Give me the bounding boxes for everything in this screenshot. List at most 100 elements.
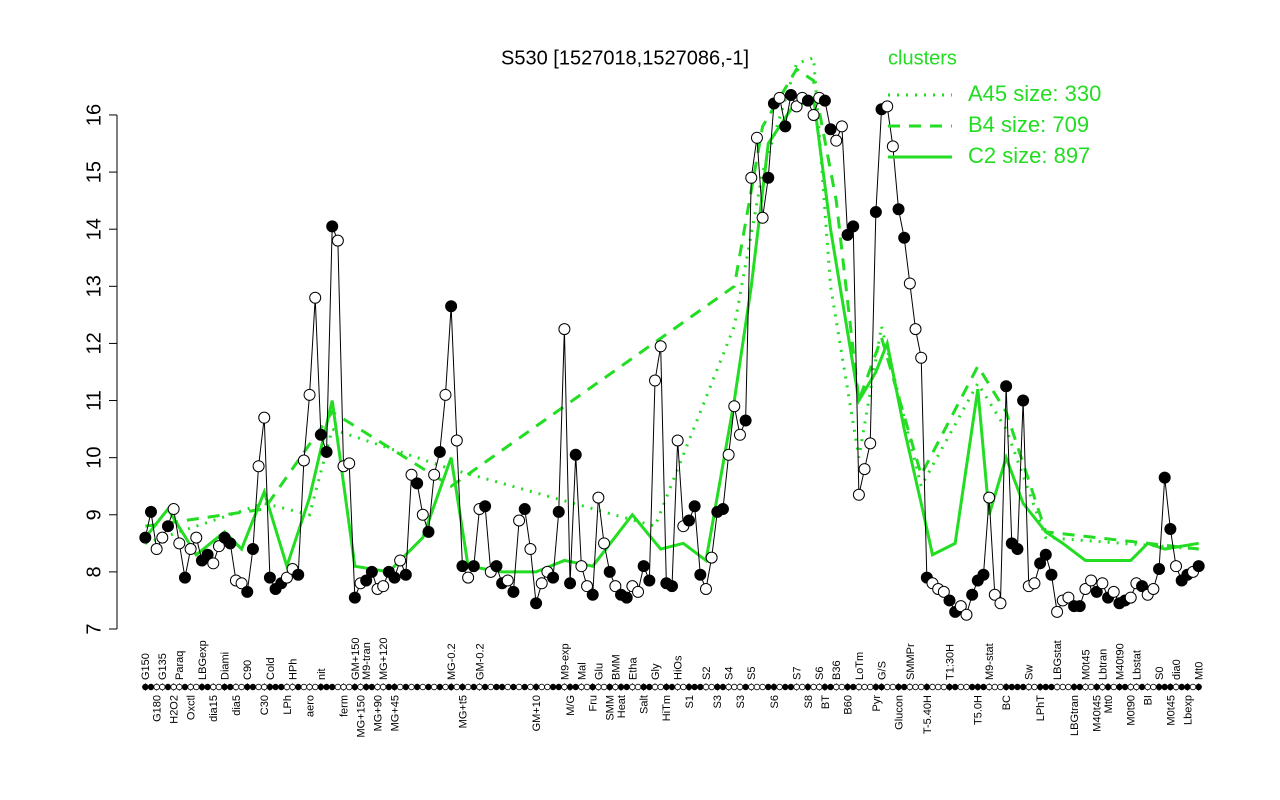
x-rug-marker [1172,683,1180,691]
x-rug-marker [617,683,625,691]
point [513,514,526,527]
point [1073,600,1086,613]
x-rug-marker [470,683,477,691]
x-rug-marker [917,683,925,691]
x-rug-marker [753,683,761,691]
point [399,568,412,581]
x-rug-marker [833,683,840,691]
x-rug-marker [1178,683,1185,691]
x-tick-label: BMM [610,654,622,680]
point [331,234,344,247]
x-rug-marker [181,683,189,691]
point [1000,380,1013,393]
x-rug-marker [159,683,166,691]
x-rug-marker [884,683,891,691]
x-tick-label: M9-exp [559,643,571,680]
x-rug-marker [900,683,908,691]
x-rug-marker [204,683,211,691]
point [1062,591,1075,604]
point [1164,523,1177,536]
point [156,531,169,544]
x-tick-label: LBGtran [1069,695,1081,736]
point [1017,394,1030,407]
x-tick-label: LoTm [854,652,866,680]
x-rug-marker [1155,683,1163,691]
point [422,525,435,538]
point [212,540,225,553]
point [558,323,571,336]
x-tick-label: M0t45 [1080,649,1092,680]
x-rug-marker [1121,683,1129,691]
x-tick-label: LBGstat [1052,640,1064,680]
x-rug-marker [379,683,387,691]
x-rug-marker [527,683,534,691]
x-tick-label: M40t45 [1092,695,1104,732]
point [603,565,616,578]
x-rug-marker [623,683,630,691]
y-tick-label: 14 [83,218,105,240]
point [688,500,701,513]
x-tick-label: S0 [1154,667,1166,680]
x-rug-marker [521,683,528,691]
x-rug-marker [793,683,800,691]
x-tick-label: MG+150 [355,695,367,738]
x-rug-marker [396,683,404,691]
x-rug-marker [1082,683,1089,691]
x-rug-marker [329,683,336,691]
x-rug-marker [170,683,177,691]
x-rug-marker [272,683,279,691]
x-rug-marker [323,683,330,691]
x-rug-marker [295,683,302,691]
x-rug-marker [221,683,228,691]
x-tick-label: S4 [724,667,736,680]
x-tick-label: nit [316,668,328,680]
x-rug-marker [459,683,466,691]
point [326,220,339,233]
x-rug-marker [283,683,291,691]
x-rug-marker [714,683,721,691]
point [824,123,837,136]
x-tick-label: S1 [684,695,696,708]
x-rug-marker [1031,683,1038,691]
x-tick-label: S6 [769,695,781,708]
x-rug-marker [447,683,455,691]
x-tick-label: B60 [842,695,854,715]
x-rug-marker [391,683,398,691]
point [784,88,797,101]
x-rug-marker [1116,683,1123,691]
point [790,100,803,113]
point [405,468,418,481]
point [552,505,565,518]
x-tick-label: SMMPr [905,643,917,680]
x-rug-marker [210,683,217,691]
point [915,351,928,364]
point [898,231,911,244]
x-rug-marker [487,683,494,691]
point [818,94,831,107]
x-tick-label: Cold [265,657,277,680]
x-tick-label: Paraq [174,651,186,680]
x-rug-marker [493,683,500,691]
x-rug-marker [244,683,251,691]
x-tick-label: LPh [282,695,294,715]
point [886,140,899,153]
x-rug-marker [595,683,602,691]
x-rug-marker [810,683,817,691]
x-rug-marker [1002,683,1010,691]
x-rug-marker [957,683,965,691]
point [309,291,322,304]
x-tick-label: M0t90 [1126,695,1138,726]
point [1124,591,1137,604]
x-tick-label: S5 [746,667,758,680]
point [847,220,860,233]
x-rug-marker [476,683,483,691]
point [801,94,814,107]
x-rug-marker [1104,683,1112,691]
x-rug-marker [776,683,783,691]
point [581,580,594,593]
point [564,577,577,590]
x-rug-marker [787,683,795,691]
x-rug-marker [1019,683,1027,691]
x-tick-label: LPhT [1035,695,1047,722]
x-tick-label: dia0 [1171,659,1183,680]
